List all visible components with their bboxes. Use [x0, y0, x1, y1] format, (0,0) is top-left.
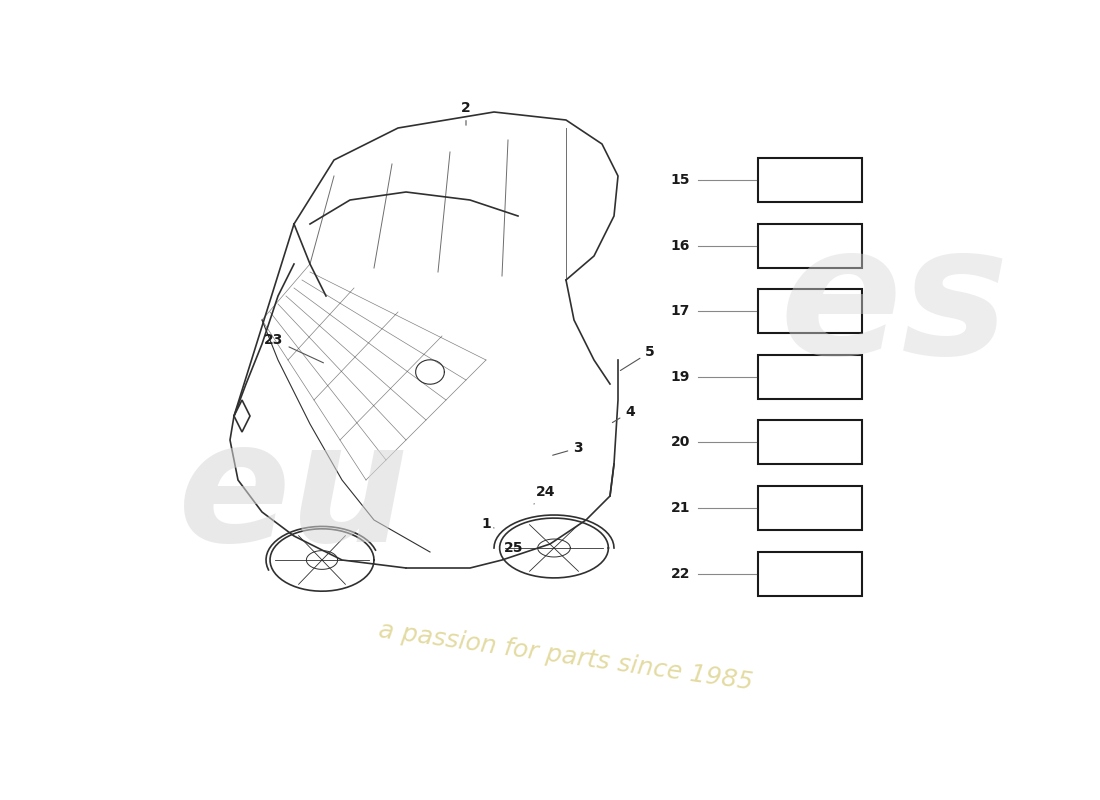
Text: 1: 1 [481, 517, 494, 531]
Text: a passion for parts since 1985: a passion for parts since 1985 [377, 618, 755, 694]
FancyBboxPatch shape [758, 158, 862, 202]
FancyBboxPatch shape [758, 421, 862, 464]
Text: 15: 15 [671, 173, 690, 187]
Text: 25: 25 [504, 541, 524, 555]
Text: 22: 22 [671, 566, 690, 581]
Text: 2: 2 [461, 101, 471, 126]
FancyBboxPatch shape [758, 552, 862, 595]
Text: 19: 19 [671, 370, 690, 384]
Text: 20: 20 [671, 435, 690, 450]
FancyBboxPatch shape [758, 354, 862, 398]
FancyBboxPatch shape [758, 223, 862, 267]
Text: 3: 3 [552, 441, 583, 455]
Text: es: es [779, 216, 1009, 392]
Text: 24: 24 [534, 485, 556, 504]
Text: 21: 21 [671, 501, 690, 515]
Text: 5: 5 [620, 345, 654, 370]
Text: 23: 23 [264, 333, 323, 363]
Text: 4: 4 [613, 405, 635, 422]
Text: 17: 17 [671, 304, 690, 318]
Text: 16: 16 [671, 238, 690, 253]
Text: eu: eu [178, 414, 410, 578]
FancyBboxPatch shape [758, 289, 862, 333]
FancyBboxPatch shape [758, 486, 862, 530]
